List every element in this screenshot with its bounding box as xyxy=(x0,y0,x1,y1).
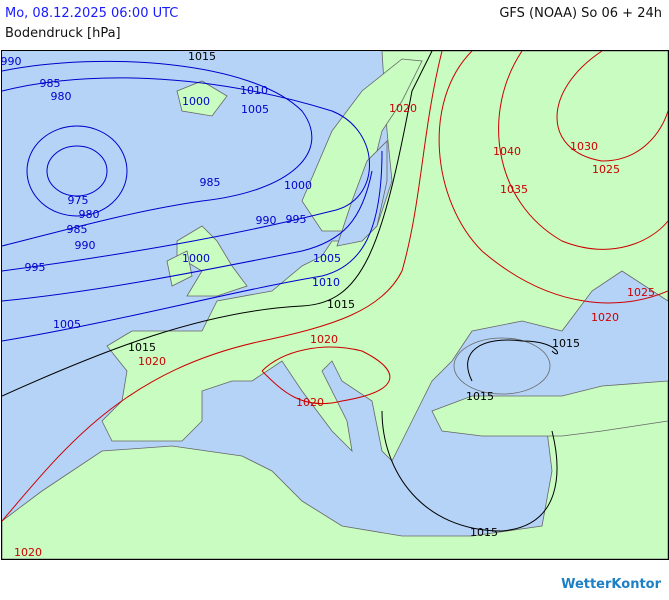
isobar-label: 1015 xyxy=(470,526,498,539)
isobar-label: 1020 xyxy=(591,311,619,324)
isobar-label: 1025 xyxy=(627,286,655,299)
isobar-label: 995 xyxy=(25,261,46,274)
isobar-label: 1020 xyxy=(138,355,166,368)
valid-time: Mo, 08.12.2025 06:00 UTC xyxy=(5,6,179,21)
land xyxy=(2,51,668,559)
black-sea xyxy=(453,337,551,395)
wetterkontor-logo[interactable]: WetterKontor xyxy=(561,577,661,592)
isobar-label: 1025 xyxy=(592,163,620,176)
isobar-label: 1040 xyxy=(493,145,521,158)
parameter-label: Bodendruck [hPa] xyxy=(5,26,121,41)
isobar-label: 995 xyxy=(286,213,307,226)
isobar-label: 1020 xyxy=(296,396,324,409)
isobar-label: 1020 xyxy=(310,333,338,346)
isobar-label: 990 xyxy=(75,239,96,252)
isobar-label: 1000 xyxy=(182,95,210,108)
isobar-label: 990 xyxy=(1,55,22,68)
isobar-label: 1015 xyxy=(188,50,216,63)
isobar-label: 1010 xyxy=(240,84,268,97)
isobars xyxy=(2,51,668,532)
isobar-label: 1010 xyxy=(312,276,340,289)
isobar-label: 1015 xyxy=(552,337,580,350)
isobar-label: 1000 xyxy=(182,252,210,265)
isobar-label: 985 xyxy=(67,223,88,236)
turkey xyxy=(431,380,668,437)
ireland xyxy=(166,250,193,287)
isobar-label: 1000 xyxy=(284,179,312,192)
isobar-label: 985 xyxy=(40,77,61,90)
isobar-label: 1030 xyxy=(570,140,598,153)
isobar-label: 990 xyxy=(256,214,277,227)
isobar-label: 1015 xyxy=(466,390,494,403)
isobar-label: 1035 xyxy=(500,183,528,196)
isobar-label: 975 xyxy=(68,194,89,207)
isobar-label: 1005 xyxy=(53,318,81,331)
isobar-label: 985 xyxy=(200,176,221,189)
continental-europe xyxy=(101,51,668,462)
isobar-label: 980 xyxy=(79,208,100,221)
model-run: GFS (NOAA) So 06 + 24h xyxy=(499,6,662,21)
africa-middle-east xyxy=(2,380,668,559)
isobar-label: 1005 xyxy=(313,252,341,265)
isobar-label: 1015 xyxy=(128,341,156,354)
isobar-label: 1005 xyxy=(241,103,269,116)
isobar-label: 1020 xyxy=(389,102,417,115)
isobar-label: 980 xyxy=(51,90,72,103)
isobar-label: 1015 xyxy=(327,298,355,311)
isobar-label: 1020 xyxy=(14,546,42,559)
